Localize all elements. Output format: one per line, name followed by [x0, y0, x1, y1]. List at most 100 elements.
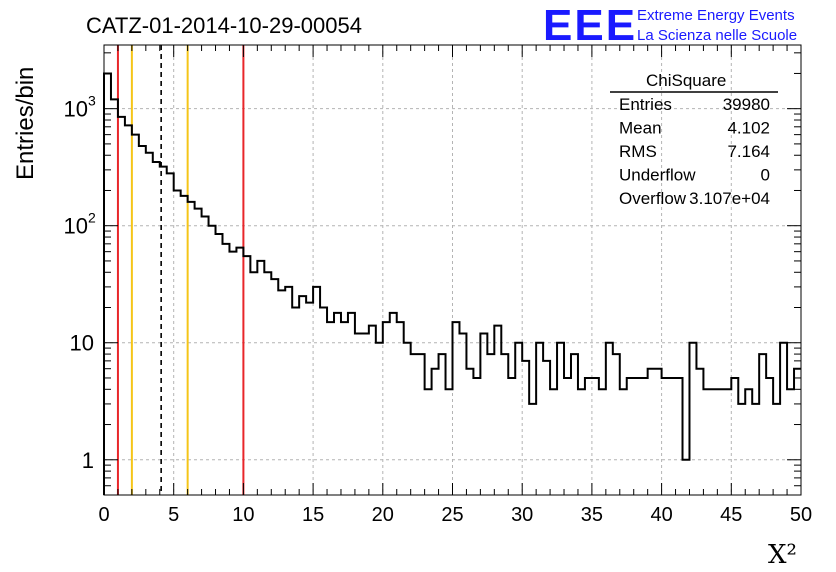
histogram-bin [724, 389, 731, 495]
x-tick-label: 35 [581, 504, 603, 526]
histogram-bin [188, 202, 195, 495]
run-title: CATZ-01-2014-10-29-00054 [86, 13, 362, 38]
x-tick-label: 50 [790, 504, 812, 526]
marker-lines [116, 45, 245, 495]
histogram-bin [529, 404, 536, 495]
histogram-bin [515, 343, 522, 495]
x-axis-title: X² [768, 540, 797, 570]
histogram-bin [487, 354, 494, 495]
y-tick-exponent: 3 [88, 93, 96, 109]
histogram-bin [369, 326, 376, 495]
histogram-bin [425, 389, 432, 495]
histogram-bin [592, 378, 599, 495]
histogram-bin [174, 190, 181, 495]
project-subtitle: La Scienza nelle Scuole [637, 27, 797, 44]
histogram-bin [466, 369, 473, 495]
histogram-bin [348, 313, 355, 495]
histogram-bin [536, 343, 543, 495]
histogram-bin [320, 308, 327, 495]
histogram-bin [794, 369, 801, 495]
histogram-bin [655, 369, 662, 495]
histogram-bin [738, 404, 745, 495]
y-axis-title: Entries/bin [12, 67, 39, 180]
histogram-bin [209, 226, 216, 495]
histogram-bin [327, 322, 334, 495]
histogram-bin [683, 460, 690, 495]
histogram-bin [250, 272, 257, 495]
histogram-bin [222, 244, 229, 495]
histogram-bin [299, 296, 306, 495]
histogram-bin [773, 404, 780, 495]
histogram-bin [229, 252, 236, 495]
histogram-bin [752, 404, 759, 495]
histogram-bin [453, 322, 460, 495]
histogram-bin [139, 146, 146, 495]
histogram-outline [103, 72, 801, 495]
histogram-bin [111, 99, 118, 495]
histogram-bin [543, 361, 550, 495]
histogram-bin [390, 313, 397, 495]
histogram-bin [571, 354, 578, 495]
histogram-bin [459, 333, 466, 495]
histogram-bin [494, 326, 501, 495]
histogram-bin [759, 354, 766, 495]
y-tick-label: 10 [70, 331, 94, 356]
histogram-bin [606, 343, 613, 495]
histogram-bin [243, 256, 250, 495]
histogram-bin [257, 261, 264, 495]
histogram-bin [585, 378, 592, 495]
histogram-bin [278, 290, 285, 495]
x-tick-label: 25 [441, 504, 463, 526]
histogram-bin [550, 389, 557, 495]
histogram-bin [508, 378, 515, 495]
histogram-bin [376, 343, 383, 495]
histogram-bin [578, 389, 585, 495]
histogram-bin [703, 389, 710, 495]
histogram-bin [599, 389, 606, 495]
histogram-bin [397, 322, 404, 495]
histogram-bin [236, 248, 243, 495]
histogram-bin [132, 135, 139, 495]
histogram-bin [522, 361, 529, 495]
stats-value: 7.164 [727, 142, 770, 161]
histogram-bin [404, 343, 411, 495]
stats-title: ChiSquare [646, 71, 726, 90]
x-tick-label: 0 [98, 504, 109, 526]
x-tick-label: 40 [650, 504, 672, 526]
histogram-bin [306, 303, 313, 495]
histogram-bin [418, 354, 425, 495]
project-name: Extreme Energy Events [637, 7, 795, 24]
y-tick-label: 10 [64, 97, 88, 122]
histogram-bin [473, 378, 480, 495]
histogram-bin [480, 333, 487, 495]
histogram-bin [501, 354, 508, 495]
x-tick-label: 10 [232, 504, 254, 526]
histogram-bin [181, 196, 188, 495]
x-tick-label: 45 [720, 504, 742, 526]
histogram-bin [411, 354, 418, 495]
stats-label: Underflow [619, 166, 696, 185]
histogram-bin [195, 209, 202, 495]
histogram-bin [696, 369, 703, 495]
x-tick-label: 15 [302, 504, 324, 526]
histogram-bin [641, 378, 648, 495]
histogram-bin [627, 378, 634, 495]
y-tick-exponent: 2 [88, 210, 96, 226]
histogram-bin [264, 272, 271, 495]
histogram-bin [355, 333, 362, 495]
histogram-bin [153, 162, 160, 495]
stats-label: Overflow [619, 189, 687, 208]
histogram-bin [383, 322, 390, 495]
histogram-bin [362, 333, 369, 495]
histogram-bin [313, 287, 320, 495]
histogram-bin [613, 354, 620, 495]
stats-value: 39980 [723, 95, 770, 114]
stats-label: Entries [619, 95, 672, 114]
histogram [103, 72, 801, 495]
histogram-bin [731, 378, 738, 495]
histogram-bin [634, 378, 641, 495]
histogram-bin [118, 117, 125, 495]
histogram-bin [334, 313, 341, 495]
